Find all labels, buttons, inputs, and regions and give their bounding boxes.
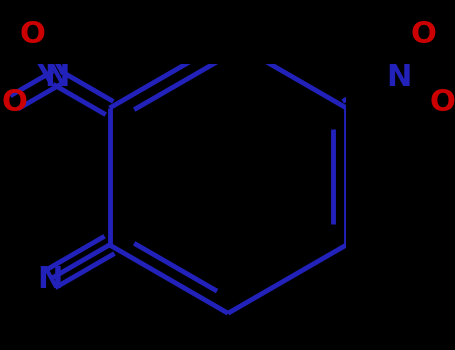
Text: N: N: [386, 63, 412, 92]
Text: O: O: [429, 88, 455, 117]
Text: N: N: [38, 265, 63, 294]
Text: O: O: [19, 20, 45, 49]
Text: N: N: [44, 63, 70, 92]
Text: O: O: [1, 88, 27, 117]
Text: O: O: [411, 20, 437, 49]
